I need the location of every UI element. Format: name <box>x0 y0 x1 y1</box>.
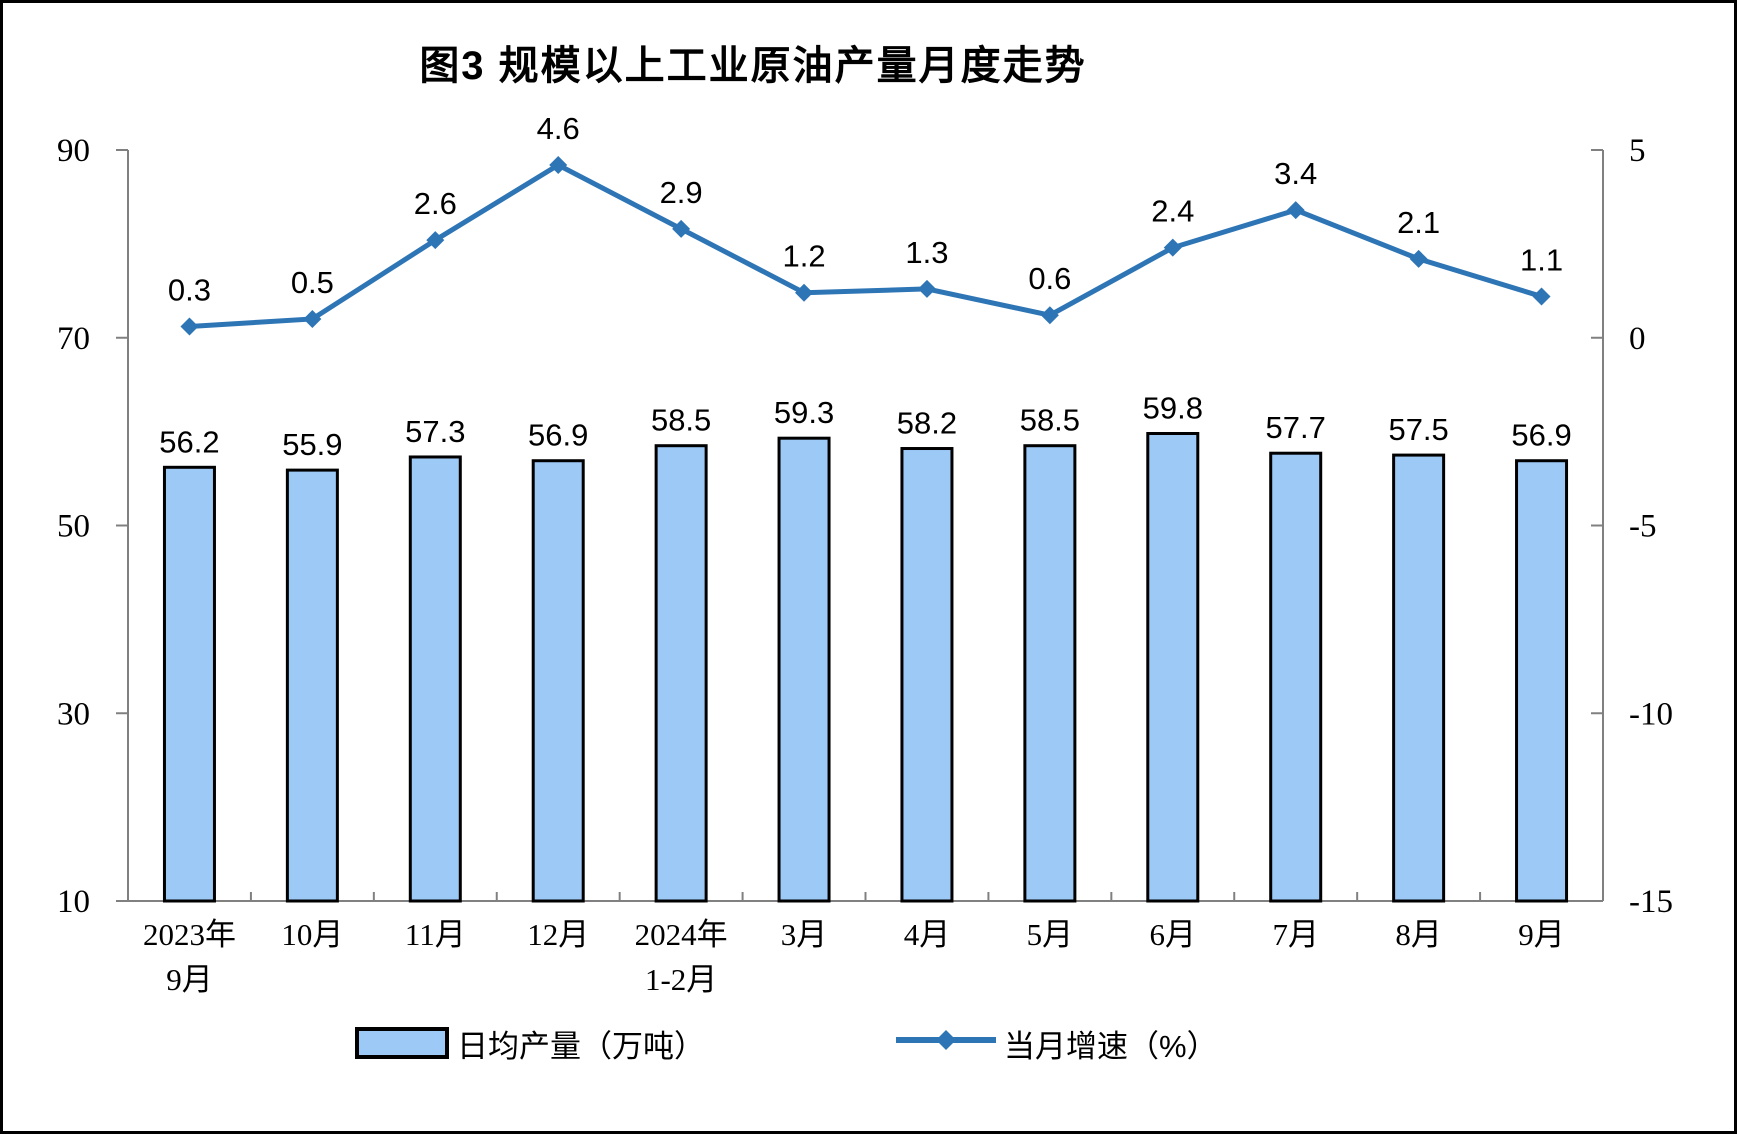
bar <box>654 444 708 903</box>
line-marker-diamond-icon <box>1286 201 1305 220</box>
bar <box>162 465 216 903</box>
bar-value-label: 59.8 <box>1143 391 1203 426</box>
x-axis-label: 6月 <box>1150 917 1197 952</box>
line-marker-diamond-icon <box>1532 287 1551 306</box>
x-axis-label: 7月 <box>1272 917 1319 952</box>
x-axis-label: 11月 <box>405 917 466 952</box>
line-value-label: 2.6 <box>414 186 457 221</box>
legend-label-line: 当月增速（%） <box>1004 1028 1218 1064</box>
line-marker-diamond-icon <box>180 317 199 336</box>
bar-value-label: 55.9 <box>282 427 342 462</box>
line-marker-diamond-icon <box>1163 238 1182 257</box>
right-axis-tick-label: -5 <box>1629 509 1657 545</box>
x-axis-label: 4月 <box>904 917 951 952</box>
right-axis-tick-label: 0 <box>1629 321 1646 357</box>
legend-item-bar: 日均产量（万吨） <box>355 1021 705 1065</box>
bar <box>408 455 462 903</box>
bar <box>285 468 339 903</box>
chart-title: 图3 规模以上工业原油产量月度走势 <box>419 44 1087 88</box>
bar <box>1515 459 1569 903</box>
bar <box>1146 432 1200 903</box>
line-value-label: 2.9 <box>660 175 703 210</box>
line-marker-diamond-icon <box>549 156 568 175</box>
line-value-label: 0.5 <box>291 265 334 300</box>
x-axis-label: 9月 <box>1518 917 1565 952</box>
line-value-label: 1.2 <box>782 239 825 274</box>
line-value-label: 1.3 <box>905 235 948 270</box>
line-marker-diamond-icon <box>672 219 691 238</box>
line-value-label: 0.3 <box>168 272 211 307</box>
x-axis-label: 8月 <box>1395 917 1442 952</box>
bar-value-label: 58.5 <box>1020 403 1080 438</box>
line-value-label: 0.6 <box>1028 261 1071 296</box>
line-marker-diamond-icon <box>795 283 814 302</box>
bar-value-label: 57.7 <box>1266 410 1326 445</box>
bar <box>1023 444 1077 903</box>
left-axis-tick-label: 50 <box>57 509 90 545</box>
legend-item-line: 当月增速（%） <box>896 1021 1218 1065</box>
left-axis-tick-label: 10 <box>57 884 90 920</box>
line-marker-diamond-icon <box>303 309 322 328</box>
x-axis-label: 2024年 1-2月 <box>635 917 728 997</box>
bar-value-label: 56.2 <box>159 424 219 459</box>
left-axis-tick-label: 90 <box>57 133 90 169</box>
bar <box>1269 451 1323 903</box>
bar-value-label: 56.9 <box>1511 418 1571 453</box>
line-marker-diamond-icon <box>1409 249 1428 268</box>
right-axis-tick-label: -10 <box>1629 696 1673 732</box>
left-axis-tick-label: 70 <box>57 321 90 357</box>
bar-value-label: 59.3 <box>774 395 834 430</box>
right-axis-tick-label: -15 <box>1629 884 1673 920</box>
line-marker-diamond-icon <box>917 279 936 298</box>
right-axis-tick-label: 5 <box>1629 133 1646 169</box>
bar <box>531 459 585 903</box>
line-marker-diamond-icon <box>426 231 445 250</box>
bar-value-label: 58.2 <box>897 406 957 441</box>
x-axis-label: 12月 <box>527 917 589 952</box>
line-value-label: 1.1 <box>1520 242 1563 277</box>
bar-value-label: 58.5 <box>651 403 711 438</box>
bar-value-label: 56.9 <box>528 418 588 453</box>
line-value-label: 2.1 <box>1397 205 1440 240</box>
line-value-label: 4.6 <box>537 111 580 146</box>
x-axis-label: 3月 <box>781 917 828 952</box>
growth-line <box>189 162 1543 329</box>
legend-label-bar: 日均产量（万吨） <box>457 1028 705 1064</box>
bar <box>1392 453 1446 903</box>
bar <box>777 436 831 903</box>
legend: 日均产量（万吨） 当月增速（%） <box>3 1021 1734 1071</box>
left-axis-tick-label: 30 <box>57 696 90 732</box>
line-series-swatch-icon <box>896 1025 996 1061</box>
bar <box>900 447 954 903</box>
line-value-label: 3.4 <box>1274 156 1317 191</box>
x-axis-label: 2023年 9月 <box>143 917 236 997</box>
line-marker-diamond-icon <box>1040 306 1059 325</box>
x-axis-label: 10月 <box>281 917 343 952</box>
line-value-label: 2.4 <box>1151 194 1194 229</box>
bar-series-swatch-icon <box>355 1027 449 1059</box>
bar-value-label: 57.5 <box>1388 412 1448 447</box>
legend-diamond-icon <box>936 1030 956 1050</box>
x-axis-label: 5月 <box>1027 917 1074 952</box>
bar-value-label: 57.3 <box>405 414 465 449</box>
